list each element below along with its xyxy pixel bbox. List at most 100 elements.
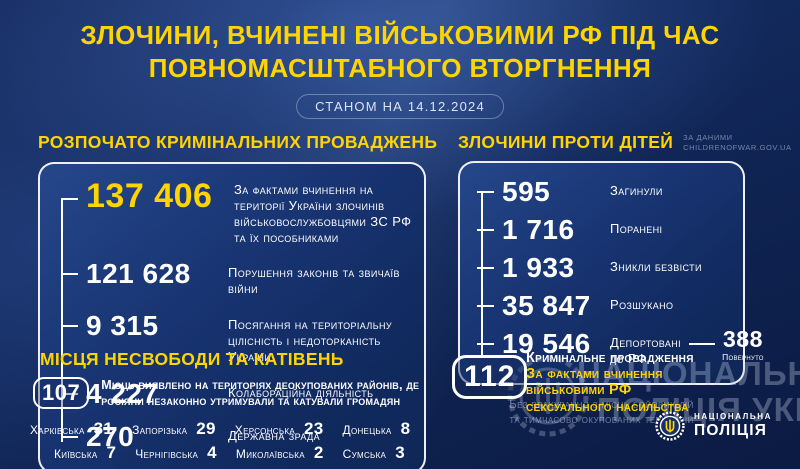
page-title-line1: ЗЛОЧИНИ, ВЧИНЕНІ ВІЙСЬКОВИМИ РФ ПІД ЧАС <box>80 20 720 50</box>
stat-row: 137 406 За фактами вчинення на території… <box>61 177 412 245</box>
section-children-crimes: ЗЛОЧИНИ ПРОТИ ДІТЕЙ За даними childrenof… <box>458 132 791 429</box>
stat-label: Поранені <box>610 221 663 237</box>
children-box: 595 Загинули 1 716 Поранені 1 933 Зникли… <box>458 161 763 385</box>
region-value: 4 <box>207 442 217 462</box>
detention-header: МІСЦЯ НЕСВОБОДИ ТА КАТІВЕНЬ <box>40 349 344 369</box>
region-item: Миколаївська 2 <box>236 443 324 463</box>
stat-label: Депортовані до РФ <box>610 335 682 367</box>
proceedings-box: 137 406 За фактами вчинення на території… <box>38 162 426 469</box>
region-item: Сумська 3 <box>343 443 405 463</box>
detention-description: Місць виявлено на територіях деокуповани… <box>101 378 420 409</box>
region-name: Донецька <box>342 422 392 437</box>
stat-row: 4 227 Колабораційна діяльність <box>61 377 412 409</box>
children-header-row: ЗЛОЧИНИ ПРОТИ ДІТЕЙ За даними childrenof… <box>458 132 791 153</box>
bracket-line <box>481 191 483 357</box>
region-name: Херсонська <box>234 422 296 437</box>
returned-value: 388 <box>722 326 763 353</box>
police-emblem-icon <box>655 411 685 441</box>
watermark-line2: ПОЛІЦІЯ УКРАЇН <box>597 390 800 428</box>
stat-value: 270 <box>86 420 135 452</box>
stat-row: 35 847 Розшукано <box>477 290 733 322</box>
region-item: Харківська 31 <box>30 419 113 439</box>
sv-line3: військовими РФ <box>526 382 632 399</box>
region-name: Сумська <box>342 446 387 461</box>
police-watermark-text: НАЦІОНАЛЬНА ПОЛІЦІЯ УКРАЇН <box>577 356 800 427</box>
region-value: 8 <box>400 418 411 438</box>
police-logo-text: НАЦІОНАЛЬНА ПОЛІЦІЯ <box>694 412 772 440</box>
stat-value: 1 716 <box>502 214 575 246</box>
region-value: 2 <box>313 442 324 462</box>
data-source-note: За даними childrenofwar.gov.ua <box>683 133 792 153</box>
stat-label: Порушення законів та звичаїв війни <box>228 265 400 297</box>
stat-label: Посягання на територіальну цілісність і … <box>228 317 393 364</box>
footnote-line2: та тимчасово окупованих територій <box>509 414 694 427</box>
stat-row: 121 628 Порушення законів та звичаїв вій… <box>61 258 412 297</box>
region-value: 31 <box>93 418 114 438</box>
sv-line4: сексуального насильства <box>526 398 689 415</box>
region-name: Чернігівська <box>135 446 199 461</box>
national-police-logo: НАЦІОНАЛЬНА ПОЛІЦІЯ <box>655 409 772 443</box>
region-value: 7 <box>106 442 117 462</box>
region-value: 23 <box>304 418 324 438</box>
region-name: Запорізька <box>132 422 188 437</box>
police-logo-line2: ПОЛІЦІЯ <box>693 422 768 439</box>
sv-line1: Кримінальне провадження <box>526 350 694 366</box>
section-detention-places: МІСЦЯ НЕСВОБОДИ ТА КАТІВЕНЬ 107 Місць ви… <box>30 349 475 463</box>
region-name: Харківська <box>30 422 85 437</box>
children-header: ЗЛОЧИНИ ПРОТИ ДІТЕЙ <box>458 132 674 152</box>
region-name: Миколаївська <box>235 446 305 461</box>
stat-label: Зникли безвісти <box>610 259 702 275</box>
region-item: Донецька 8 <box>343 419 411 439</box>
region-item: Чернігівська 4 <box>135 443 217 463</box>
stat-value: 1 933 <box>502 252 575 284</box>
returned-label: Повернуто <box>722 352 764 363</box>
connector-dash <box>689 343 716 346</box>
bracket-line <box>61 198 63 442</box>
sv-line2: За фактами вчинення <box>526 366 663 383</box>
stat-value: 595 <box>502 176 551 208</box>
stat-value: 121 628 <box>86 258 191 290</box>
page-title: ЗЛОЧИНИ, ВЧИНЕНІ ВІЙСЬКОВИМИ РФ ПІД ЧАС … <box>0 19 800 85</box>
count-badge-112: 112 <box>452 355 528 399</box>
stat-value: 137 406 <box>86 177 213 215</box>
stat-value: 35 847 <box>502 290 591 322</box>
page-title-line2: ПОВНОМАСШТАБНОГО ВТОРГНЕННЯ <box>148 53 652 83</box>
stat-row: 1 933 Зникли безвісти <box>477 252 733 284</box>
region-value: 29 <box>196 418 216 438</box>
stat-row: 1 716 Поранені <box>477 214 733 246</box>
stat-label: Державна зрада <box>228 427 320 443</box>
returned-block: 388 Повернуто <box>722 326 764 363</box>
stat-value: 19 546 <box>502 328 591 360</box>
stat-label: За фактами вчинення на території України… <box>234 182 412 245</box>
stat-label: Колабораційна діяльність <box>228 384 374 400</box>
source-link: childrenofwar.gov.ua <box>683 143 792 153</box>
proceedings-header: РОЗПОЧАТО КРИМІНАЛЬНИХ ПРОВАДЖЕНЬ <box>38 132 438 152</box>
stat-label: Розшукано <box>610 297 674 313</box>
section-proceedings: РОЗПОЧАТО КРИМІНАЛЬНИХ ПРОВАДЖЕНЬ 137 40… <box>38 132 438 469</box>
region-item: Запорізька 29 <box>132 419 216 439</box>
police-logo-line1: НАЦІОНАЛЬНА <box>693 412 772 421</box>
regions-list: Харківська 31 Запорізька 29 Херсонська 2… <box>30 419 475 463</box>
region-name: Київська <box>54 446 98 461</box>
watermark-line1: НАЦІОНАЛЬНА <box>577 355 800 392</box>
detention-summary: 107 Місць виявлено на територіях деокупо… <box>30 377 475 410</box>
region-item: Київська 7 <box>54 443 116 463</box>
section-sexual-violence: 112 Кримінальне провадження За фактами в… <box>452 349 800 469</box>
children-footnote: Без врахування з місць бойових дій та ти… <box>458 398 745 429</box>
source-line1: За даними <box>683 133 733 142</box>
regions-row-1: Харківська 31 Запорізька 29 Херсонська 2… <box>30 419 475 439</box>
date-badge: СТАНОМ НА 14.12.2024 <box>296 94 504 119</box>
count-badge-107: 107 <box>33 377 90 410</box>
sexual-violence-text: Кримінальне провадження За фактами вчине… <box>526 350 694 415</box>
region-value: 3 <box>395 442 405 462</box>
regions-row-2: Київська 7 Чернігівська 4 Миколаївська 2… <box>54 443 475 463</box>
stat-value: 4 227 <box>86 377 159 409</box>
stat-label: Загинули <box>610 183 663 199</box>
footnote-line1: Без врахування з місць бойових дій <box>509 398 694 411</box>
stat-row-deported: 19 546 Депортовані до РФ 388 Повернуто <box>477 328 763 367</box>
region-item: Херсонська 23 <box>235 419 324 439</box>
stat-row: 9 315 Посягання на територіальну цілісні… <box>61 310 412 365</box>
stat-row: 270 Державна зрада <box>61 420 412 452</box>
stat-row: 595 Загинули <box>477 176 733 208</box>
